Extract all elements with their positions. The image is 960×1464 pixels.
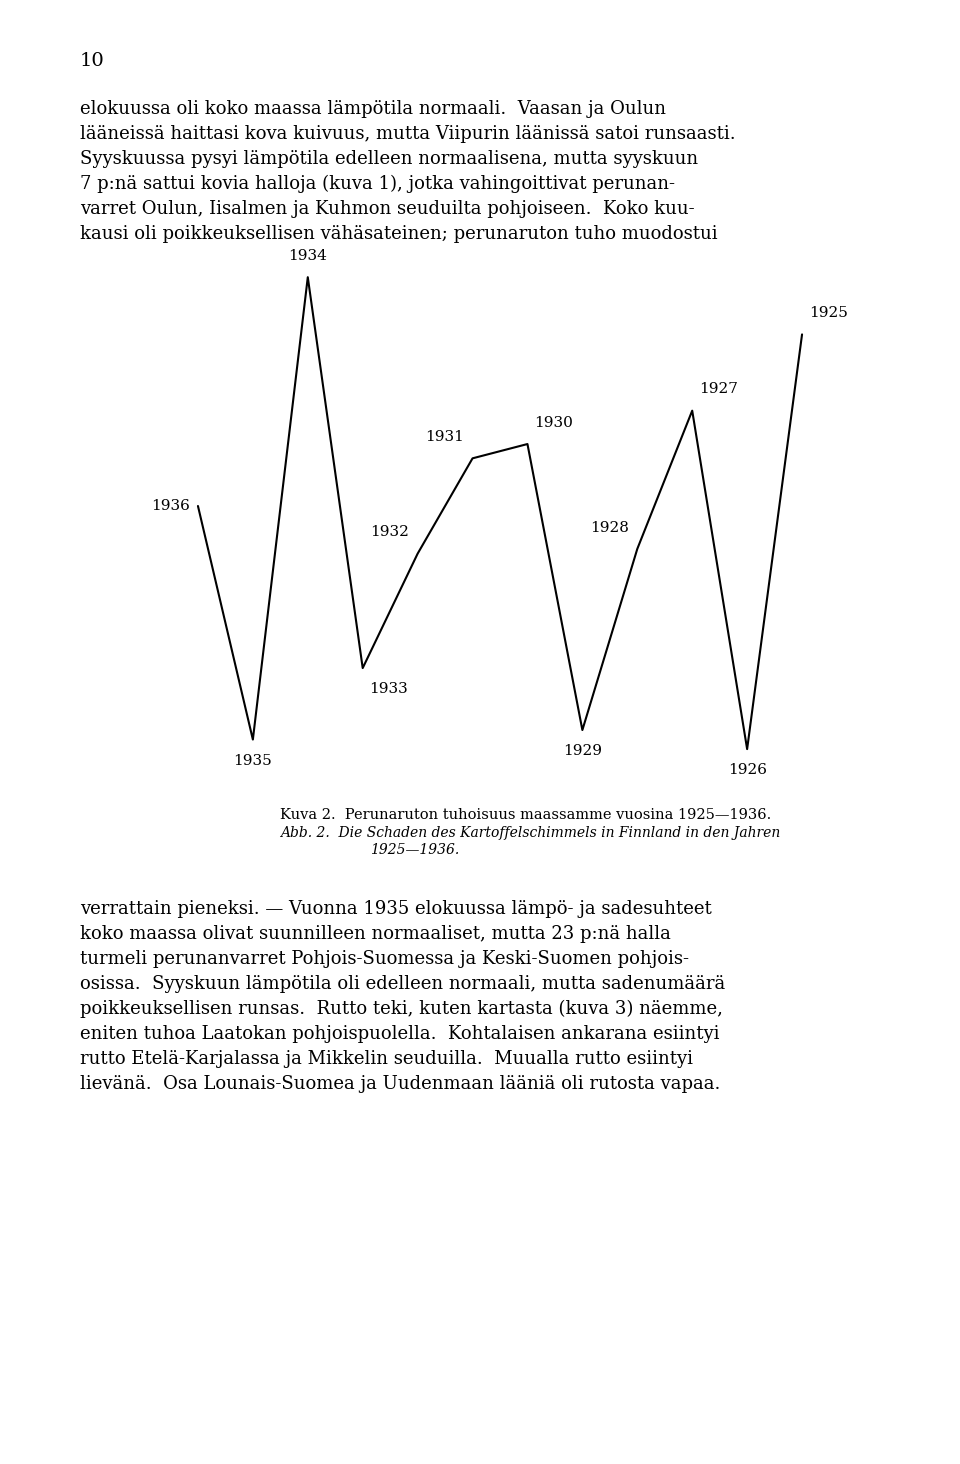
Text: osissa.  Syyskuun lämpötila oli edelleen normaali, mutta sadenumäärä: osissa. Syyskuun lämpötila oli edelleen … xyxy=(80,975,725,993)
Text: rutto Etelä-Karjalassa ja Mikkelin seuduilla.  Muualla rutto esiintyi: rutto Etelä-Karjalassa ja Mikkelin seudu… xyxy=(80,1050,693,1069)
Text: turmeli perunanvarret Pohjois-Suomessa ja Keski-Suomen pohjois-: turmeli perunanvarret Pohjois-Suomessa j… xyxy=(80,950,689,968)
Text: lääneissä haittasi kova kuivuus, mutta Viipurin läänissä satoi runsaasti.: lääneissä haittasi kova kuivuus, mutta V… xyxy=(80,124,735,143)
Text: Kuva 2.  Perunaruton tuhoisuus maassamme vuosina 1925—1936.: Kuva 2. Perunaruton tuhoisuus maassamme … xyxy=(280,808,771,821)
Text: kausi oli poikkeuksellisen vähäsateinen; perunaruton tuho muodostui: kausi oli poikkeuksellisen vähäsateinen;… xyxy=(80,225,718,243)
Text: 1928: 1928 xyxy=(590,521,629,534)
Text: eniten tuhoa Laatokan pohjoispuolella.  Kohtalaisen ankarana esiintyi: eniten tuhoa Laatokan pohjoispuolella. K… xyxy=(80,1025,719,1042)
Text: 1934: 1934 xyxy=(288,249,327,264)
Text: 1932: 1932 xyxy=(371,526,409,539)
Text: 1927: 1927 xyxy=(699,382,737,397)
Text: 1933: 1933 xyxy=(370,682,408,697)
Text: 1925: 1925 xyxy=(808,306,848,321)
Text: koko maassa olivat suunnilleen normaaliset, mutta 23 p:nä halla: koko maassa olivat suunnilleen normaalis… xyxy=(80,925,671,943)
Text: 1930: 1930 xyxy=(534,416,573,430)
Text: poikkeuksellisen runsas.  Rutto teki, kuten kartasta (kuva 3) näemme,: poikkeuksellisen runsas. Rutto teki, kut… xyxy=(80,1000,723,1019)
Text: lievänä.  Osa Lounais-Suomea ja Uudenmaan lääniä oli rutosta vapaa.: lievänä. Osa Lounais-Suomea ja Uudenmaan… xyxy=(80,1075,720,1094)
Text: 1931: 1931 xyxy=(425,430,465,444)
Text: 1936: 1936 xyxy=(151,499,190,512)
Text: 7 p:nä sattui kovia halloja (kuva 1), jotka vahingoittivat perunan-: 7 p:nä sattui kovia halloja (kuva 1), jo… xyxy=(80,176,675,193)
Text: varret Oulun, Iisalmen ja Kuhmon seuduilta pohjoiseen.  Koko kuu-: varret Oulun, Iisalmen ja Kuhmon seuduil… xyxy=(80,201,695,218)
Text: 1925—1936.: 1925—1936. xyxy=(371,843,460,856)
Text: 1926: 1926 xyxy=(728,763,767,777)
Text: elokuussa oli koko maassa lämpötila normaali.  Vaasan ja Oulun: elokuussa oli koko maassa lämpötila norm… xyxy=(80,100,666,119)
Text: 1929: 1929 xyxy=(563,744,602,758)
Text: Syyskuussa pysyi lämpötila edelleen normaalisena, mutta syyskuun: Syyskuussa pysyi lämpötila edelleen norm… xyxy=(80,149,698,168)
Text: 1935: 1935 xyxy=(233,754,273,767)
Text: 10: 10 xyxy=(80,53,105,70)
Text: verrattain pieneksi. — Vuonna 1935 elokuussa lämpö- ja sadesuhteet: verrattain pieneksi. — Vuonna 1935 eloku… xyxy=(80,900,711,918)
Text: Abb. 2.  Die Schaden des Kartoffelschimmels in Finnland in den Jahren: Abb. 2. Die Schaden des Kartoffelschimme… xyxy=(280,826,780,840)
